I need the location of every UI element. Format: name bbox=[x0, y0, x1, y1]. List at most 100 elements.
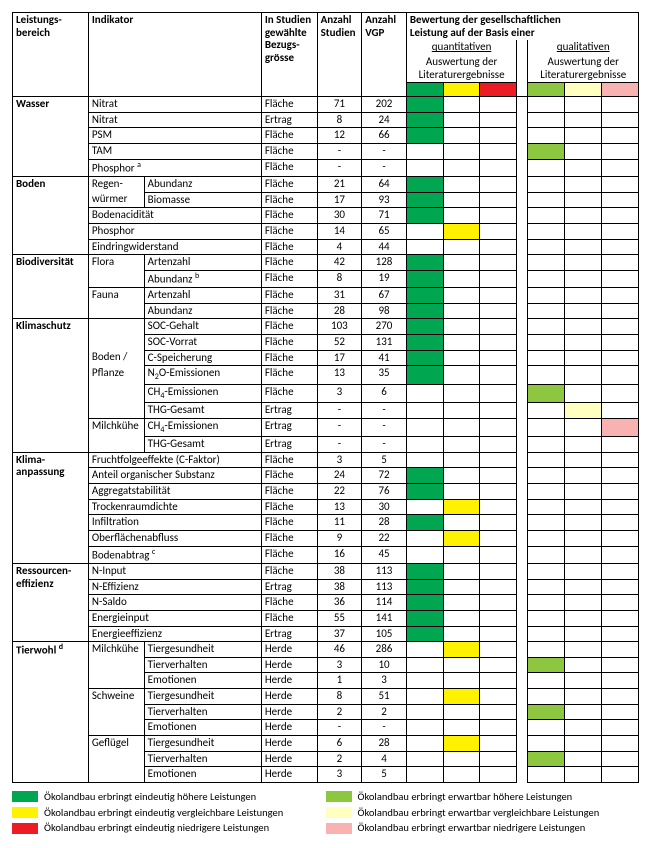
cell-studien: - bbox=[317, 403, 362, 419]
table-row: EmotionenHerde13 bbox=[13, 673, 639, 689]
indicator-sub: SOC-Vorrat bbox=[144, 335, 261, 351]
indicator-sub: Biomasse bbox=[144, 192, 261, 208]
cell-qual-equal bbox=[565, 626, 602, 642]
cell-qual-high bbox=[528, 751, 565, 767]
cell-gap bbox=[517, 335, 528, 351]
cell-quant-low bbox=[480, 288, 517, 304]
cell-bezug: Herde bbox=[261, 657, 317, 673]
cell-quant-equal bbox=[443, 177, 480, 193]
cell-qual-equal bbox=[565, 704, 602, 720]
indicator-sub: Emotionen bbox=[144, 720, 261, 736]
indicator-group bbox=[88, 673, 144, 689]
section-name: Ressourcen-effizienz bbox=[13, 563, 89, 641]
cell-gap bbox=[517, 657, 528, 673]
cell-qual-high bbox=[528, 452, 565, 468]
table-row: AbundanzFläche2898 bbox=[13, 303, 639, 319]
legend-swatch bbox=[12, 823, 38, 834]
legend-label: Ökolandbau erbringt erwartbar höhere Lei… bbox=[358, 789, 573, 805]
cell-quant-equal bbox=[443, 704, 480, 720]
cell-qual-high bbox=[528, 112, 565, 128]
cell-qual-low bbox=[602, 403, 639, 419]
cell-gap bbox=[517, 366, 528, 384]
cell-gap bbox=[517, 208, 528, 224]
cell-studien: 8 bbox=[317, 689, 362, 705]
table-row: THG-GesamtErtrag-- bbox=[13, 403, 639, 419]
cell-vgp: 3 bbox=[362, 673, 407, 689]
indicator: N-Effizienz bbox=[88, 579, 261, 595]
cell-qual-low bbox=[602, 319, 639, 335]
cell-qual-low bbox=[602, 255, 639, 271]
indicator: Energieeffizienz bbox=[88, 626, 261, 642]
cell-quant-equal bbox=[443, 303, 480, 319]
cell-qual-high bbox=[528, 223, 565, 239]
table-row: N-EffizienzErtrag38113 bbox=[13, 579, 639, 595]
table-row: SchweineTiergesundheitHerde851 bbox=[13, 689, 639, 705]
cell-bezug: Fläche bbox=[261, 610, 317, 626]
cell-qual-low bbox=[602, 239, 639, 255]
cell-qual-equal bbox=[565, 159, 602, 176]
cell-quant-high bbox=[406, 177, 443, 193]
cell-vgp: 270 bbox=[362, 319, 407, 335]
cell-studien: 2 bbox=[317, 704, 362, 720]
cell-qual-high bbox=[528, 531, 565, 547]
cell-bezug: Fläche bbox=[261, 270, 317, 287]
cell-vgp: 66 bbox=[362, 128, 407, 144]
cell-gap bbox=[517, 437, 528, 453]
indicator-sub: Emotionen bbox=[144, 673, 261, 689]
indicator: TAM bbox=[88, 144, 261, 160]
cell-studien: 6 bbox=[317, 736, 362, 752]
indicator-group: Pflanze bbox=[88, 366, 144, 384]
cell-quant-high bbox=[406, 384, 443, 402]
cell-studien: 2 bbox=[317, 751, 362, 767]
cell-studien: 14 bbox=[317, 223, 362, 239]
cell-quant-low bbox=[480, 673, 517, 689]
cell-quant-equal bbox=[443, 270, 480, 287]
cell-bezug: Fläche bbox=[261, 499, 317, 515]
table-body: WasserNitratFläche71202NitratErtrag824PS… bbox=[13, 97, 639, 783]
legend-label: Ökolandbau erbringt erwartbar vergleichb… bbox=[358, 805, 600, 821]
cell-quant-high bbox=[406, 499, 443, 515]
cell-qual-equal bbox=[565, 303, 602, 319]
cell-qual-low bbox=[602, 579, 639, 595]
hdr-indikator: Indikator bbox=[88, 13, 261, 97]
hdr-swatch-qual-low bbox=[602, 83, 639, 97]
cell-vgp: - bbox=[362, 720, 407, 736]
table-row: Ressourcen-effizienzN-InputFläche38113 bbox=[13, 563, 639, 579]
cell-quant-high bbox=[406, 208, 443, 224]
cell-quant-low bbox=[480, 177, 517, 193]
table-row: EnergieinputFläche55141 bbox=[13, 610, 639, 626]
cell-qual-equal bbox=[565, 437, 602, 453]
indicator-group bbox=[88, 335, 144, 351]
cell-studien: - bbox=[317, 720, 362, 736]
cell-quant-low bbox=[480, 270, 517, 287]
cell-qual-high bbox=[528, 335, 565, 351]
legend-label: Ökolandbau erbringt eindeutig höhere Lei… bbox=[44, 789, 256, 805]
table-row: MilchküheCH4-EmissionenErtrag-- bbox=[13, 418, 639, 436]
cell-quant-high bbox=[406, 192, 443, 208]
cell-qual-low bbox=[602, 208, 639, 224]
table-row: Tierwohl dMilchküheTiergesundheitHerde46… bbox=[13, 642, 639, 658]
cell-studien: 28 bbox=[317, 303, 362, 319]
cell-qual-low bbox=[602, 452, 639, 468]
cell-quant-low bbox=[480, 642, 517, 658]
cell-quant-equal bbox=[443, 128, 480, 144]
cell-qual-high bbox=[528, 208, 565, 224]
cell-quant-low bbox=[480, 499, 517, 515]
cell-studien: 30 bbox=[317, 208, 362, 224]
table-row: BiodiversitätFloraArtenzahlFläche42128 bbox=[13, 255, 639, 271]
cell-bezug: Fläche bbox=[261, 452, 317, 468]
cell-gap bbox=[517, 239, 528, 255]
indicator-sub: Abundanz bbox=[144, 303, 261, 319]
indicator-sub: Tiergesundheit bbox=[144, 689, 261, 705]
cell-quant-equal bbox=[443, 595, 480, 611]
cell-vgp: 76 bbox=[362, 484, 407, 500]
table-row: GeflügelTiergesundheitHerde628 bbox=[13, 736, 639, 752]
cell-qual-equal bbox=[565, 319, 602, 335]
cell-qual-equal bbox=[565, 657, 602, 673]
cell-studien: 21 bbox=[317, 177, 362, 193]
cell-qual-equal bbox=[565, 468, 602, 484]
table-row: BodenRegen-AbundanzFläche2164 bbox=[13, 177, 639, 193]
cell-quant-high bbox=[406, 673, 443, 689]
cell-gap bbox=[517, 177, 528, 193]
cell-qual-low bbox=[602, 595, 639, 611]
